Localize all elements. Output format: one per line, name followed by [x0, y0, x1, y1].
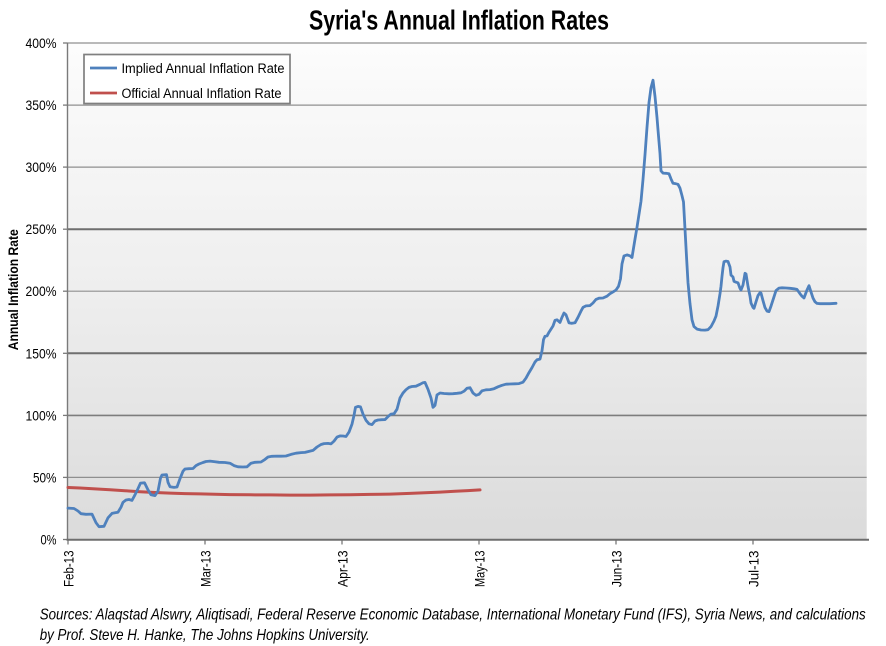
svg-text:Feb-13: Feb-13: [61, 550, 77, 587]
svg-text:150%: 150%: [26, 345, 57, 361]
svg-text:300%: 300%: [26, 159, 57, 175]
svg-text:0%: 0%: [41, 532, 57, 548]
svg-text:Jul-13: Jul-13: [746, 550, 762, 587]
svg-text:Mar-13: Mar-13: [198, 550, 214, 587]
svg-text:Syria's Annual Inflation Rates: Syria's Annual Inflation Rates: [309, 5, 609, 36]
svg-text:Implied Annual Inflation Rate: Implied Annual Inflation Rate: [122, 61, 285, 76]
svg-text:Sources: Alaqstad Alswry, Aliq: Sources: Alaqstad Alswry, Aliqtisadi, Fe…: [40, 607, 866, 624]
svg-text:250%: 250%: [26, 221, 57, 237]
svg-text:Annual Inflation Rate: Annual Inflation Rate: [6, 229, 21, 350]
svg-text:Official Annual Inflation Rate: Official Annual Inflation Rate: [122, 86, 282, 101]
svg-text:by Prof. Steve H. Hanke, The J: by Prof. Steve H. Hanke, The Johns Hopki…: [40, 627, 370, 644]
svg-text:Apr-13: Apr-13: [335, 550, 351, 587]
svg-text:May-13: May-13: [472, 550, 488, 587]
svg-text:350%: 350%: [26, 97, 57, 113]
svg-text:400%: 400%: [26, 35, 57, 51]
svg-text:100%: 100%: [26, 407, 57, 423]
svg-text:Jun-13: Jun-13: [609, 550, 625, 587]
svg-text:200%: 200%: [26, 283, 57, 299]
svg-text:50%: 50%: [33, 469, 57, 485]
